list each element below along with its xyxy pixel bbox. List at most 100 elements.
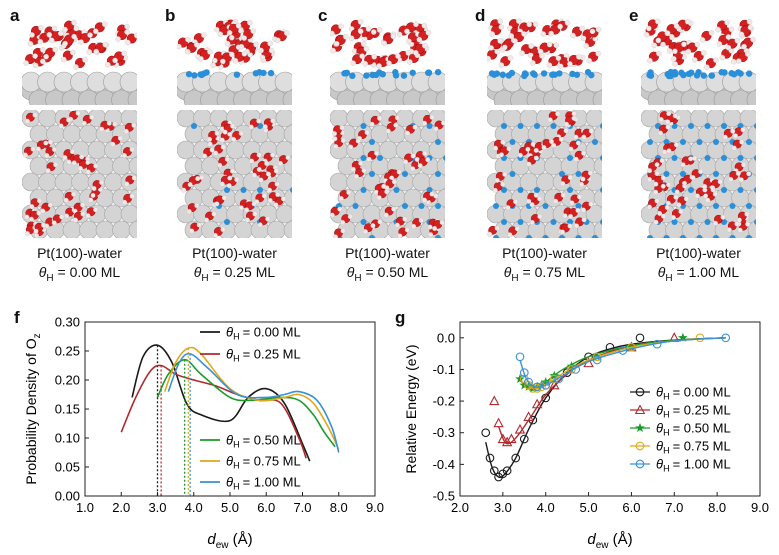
legend-label: θH = 0.50 ML	[226, 433, 301, 450]
x-tick-label: 6.0	[622, 500, 640, 515]
x-axis-label-sub: ew	[596, 540, 610, 551]
y-tick-label: -0.5	[433, 489, 455, 504]
x-tick-label: 4.0	[537, 500, 555, 515]
data-point	[501, 436, 513, 447]
x-tick-label: 7.0	[665, 500, 683, 515]
x-axis-label-unit: (Å)	[228, 531, 252, 548]
data-point	[571, 365, 581, 374]
legend-label: θH = 0.00 ML	[656, 385, 731, 402]
theta-symbol: θ	[193, 264, 202, 280]
x-tick-label: 7.0	[293, 500, 311, 515]
legend-theta: θ	[656, 403, 663, 418]
legend-theta-sub: H	[233, 332, 240, 342]
data-point	[515, 352, 525, 362]
panel-caption-title: Pt(100)-water	[345, 245, 430, 261]
chart-g-relative-energy: 2.0 3.0 4.0 5.0 6.0 7.0 8.0 9.0 -0.5 -0.4 -0.3 -0.2…	[403, 321, 769, 551]
legend-entry: θH = 0.50 ML	[630, 421, 731, 438]
data-point	[519, 368, 529, 377]
x-tick-label: 3.0	[148, 500, 166, 515]
y-axis-label-sub: z	[32, 333, 43, 338]
panel-label-b: b	[165, 6, 176, 25]
theta-symbol: θ	[503, 264, 512, 280]
data-series	[489, 332, 680, 447]
legend-series-name: = 0.00 ML	[243, 325, 301, 340]
theta-symbol: θ	[657, 264, 666, 280]
legend-theta: θ	[656, 385, 663, 400]
panel-caption-coverage: θH = 0.50 ML	[320, 263, 455, 288]
legend-entry: θH = 0.25 ML	[200, 347, 301, 364]
top-view-image	[22, 110, 137, 238]
x-tick-label: 5.0	[221, 500, 239, 515]
x-axis-label: dew (Å)	[587, 531, 632, 551]
coverage-value: = 0.00 ML	[57, 264, 121, 280]
legend-theta: θ	[656, 439, 663, 454]
data-point	[634, 404, 646, 415]
theta-subscript: H	[354, 272, 362, 284]
legend-label: θH = 0.75 ML	[226, 454, 301, 471]
data-point	[635, 387, 645, 397]
data-point	[519, 434, 529, 444]
legend-series-name: = 0.25 ML	[673, 403, 731, 418]
panel-label-f: f	[14, 308, 20, 327]
plot-frame	[459, 321, 761, 497]
legend-theta: θ	[226, 454, 233, 469]
data-point	[695, 333, 705, 343]
theta-subscript: H	[46, 272, 54, 284]
data-point	[567, 365, 576, 374]
legend-label: θH = 1.00 ML	[656, 457, 731, 474]
x-tick-label: 8.0	[708, 500, 726, 515]
side-view-image	[641, 18, 756, 105]
coverage-value: = 0.75 ML	[522, 264, 586, 280]
legend-label: θH = 1.00 ML	[226, 475, 301, 492]
data-point	[592, 355, 602, 365]
y-tick-label: 0.20	[55, 373, 80, 388]
side-view-image	[177, 18, 292, 105]
data-point	[531, 398, 543, 409]
data-series	[481, 333, 645, 482]
legend-series-name: = 0.00 ML	[673, 385, 731, 400]
panel-label-e: e	[629, 6, 639, 25]
legend-theta: θ	[226, 475, 233, 490]
data-point	[524, 377, 533, 387]
y-tick-label: 0.25	[55, 344, 80, 359]
x-tick-label: 5.0	[580, 500, 598, 515]
density-curve	[120, 364, 307, 459]
y-axis-label-main: Probability Density of O	[23, 338, 39, 484]
data-point	[635, 441, 645, 451]
data-point	[485, 453, 495, 463]
legend-entry: θH = 0.00 ML	[200, 325, 301, 342]
data-point	[489, 395, 500, 406]
data-point	[528, 384, 538, 393]
legend-entry: θH = 0.00 ML	[630, 385, 731, 402]
y-axis-label: Relative Energy (eV)	[403, 344, 419, 473]
x-tick-label: 6.0	[257, 500, 275, 515]
x-axis-label-sub: ew	[216, 540, 230, 551]
y-tick-label: -0.3	[433, 425, 455, 440]
y-tick-label: 0.15	[55, 402, 80, 417]
theta-symbol: θ	[38, 264, 47, 280]
side-view-image	[330, 19, 445, 105]
data-point	[511, 453, 521, 463]
legend-series-name: = 0.75 ML	[673, 439, 731, 454]
panel-caption-coverage: θH = 0.25 ML	[167, 263, 302, 288]
top-view-image	[330, 110, 445, 238]
data-point	[618, 346, 628, 355]
x-tick-label: 9.0	[366, 500, 384, 515]
data-point	[554, 374, 563, 384]
data-point	[502, 466, 512, 476]
legend-theta-sub: H	[233, 440, 240, 450]
panel-caption-title: Pt(100)-water	[656, 245, 741, 261]
y-tick-label: 0.0	[437, 330, 455, 345]
data-point	[481, 428, 491, 438]
legend-entry: θH = 0.75 ML	[630, 439, 731, 456]
x-tick-label: 2.0	[451, 500, 469, 515]
legend-entry: θH = 0.25 ML	[630, 403, 731, 420]
panel-label-c: c	[318, 6, 328, 25]
legend-entry: θH = 1.00 ML	[200, 475, 301, 492]
panel-caption-title: Pt(100)-water	[37, 245, 122, 261]
panel-caption-coverage: θH = 0.75 ML	[477, 263, 612, 288]
data-point	[635, 333, 645, 343]
panel-label-d: d	[475, 6, 486, 25]
x-tick-label: 2.0	[112, 500, 130, 515]
data-point	[506, 433, 517, 444]
